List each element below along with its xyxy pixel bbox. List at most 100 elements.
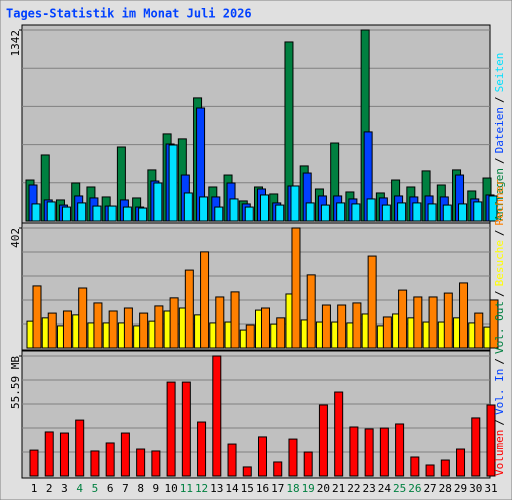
x-tick-label: 24 — [378, 482, 392, 495]
bar — [92, 205, 102, 222]
bar — [379, 427, 389, 477]
bar — [151, 450, 161, 477]
bar — [456, 448, 466, 477]
bar — [443, 292, 453, 349]
bar — [321, 304, 331, 349]
x-tick-label: 31 — [484, 482, 497, 495]
bar — [473, 201, 483, 222]
bar — [139, 312, 149, 349]
x-tick-label: 7 — [122, 482, 129, 495]
x-tick-label: 18 — [286, 482, 299, 495]
bar — [169, 297, 179, 349]
bar — [138, 207, 148, 222]
bar — [290, 185, 300, 222]
bar — [364, 428, 374, 477]
y-tick-label: 55.59 MB — [9, 356, 22, 409]
legend-separator: / — [493, 229, 506, 236]
x-tick-label: 23 — [363, 482, 376, 495]
bar — [352, 302, 362, 349]
x-tick-label: 12 — [195, 482, 208, 495]
bar — [108, 310, 118, 349]
bar — [120, 432, 130, 477]
x-tick-label: 17 — [271, 482, 284, 495]
bar — [397, 202, 407, 222]
bar — [184, 269, 194, 349]
x-tick-label: 21 — [332, 482, 345, 495]
bar — [336, 202, 346, 222]
x-tick-label: 20 — [317, 482, 330, 495]
x-tick-label: 22 — [347, 482, 360, 495]
bar — [261, 307, 270, 349]
legend-entry: Anfragen — [493, 168, 506, 221]
bar — [273, 461, 283, 477]
bar — [318, 404, 328, 477]
bar — [351, 203, 361, 222]
bar — [168, 144, 178, 222]
x-tick-label: 29 — [454, 482, 467, 495]
bar — [425, 464, 435, 477]
bar — [77, 202, 87, 222]
bar — [288, 438, 298, 477]
bar — [489, 299, 499, 349]
legend-separator: / — [493, 96, 506, 103]
x-tick-label: 9 — [153, 482, 160, 495]
bar — [382, 316, 392, 349]
bar — [136, 448, 146, 477]
legend-separator: / — [493, 419, 506, 426]
bar — [320, 204, 330, 222]
bar — [276, 317, 286, 349]
bar — [303, 451, 313, 477]
bar — [44, 431, 54, 477]
bar — [75, 419, 85, 477]
bar — [199, 196, 209, 222]
bar — [381, 204, 391, 222]
legend-separator: / — [493, 290, 506, 297]
bar — [427, 203, 437, 222]
x-tick-label: 5 — [92, 482, 99, 495]
bar — [183, 192, 193, 222]
legend-entry: Vol. In — [493, 369, 506, 415]
bar — [291, 227, 301, 349]
x-tick-label: 30 — [469, 482, 482, 495]
bar — [413, 296, 423, 349]
bar — [93, 302, 103, 349]
legend-entry: Besuche — [493, 240, 506, 286]
bar — [306, 274, 316, 349]
legend-entry: Seiten — [493, 53, 506, 93]
bar — [47, 312, 57, 349]
x-tick-label: 28 — [439, 482, 452, 495]
bar — [212, 355, 222, 477]
bar — [428, 296, 438, 349]
bar — [305, 202, 315, 222]
bar — [459, 282, 469, 349]
bar — [412, 202, 422, 222]
bar — [200, 251, 210, 349]
bar — [458, 203, 468, 222]
legend-entry: Vol. Out — [493, 301, 506, 354]
x-tick-label: 2 — [46, 482, 53, 495]
bar — [62, 310, 72, 349]
bar — [29, 449, 39, 477]
x-tick-label: 3 — [61, 482, 68, 495]
bar — [258, 436, 267, 477]
bar — [46, 201, 56, 222]
bar — [471, 417, 481, 477]
bar — [440, 459, 450, 477]
bar — [398, 289, 408, 349]
bar — [230, 291, 240, 349]
bar — [474, 312, 484, 349]
bar — [410, 456, 420, 477]
bar — [181, 381, 191, 477]
bar — [78, 287, 88, 349]
bar — [32, 285, 42, 349]
x-tick-label: 1 — [31, 482, 38, 495]
x-tick-label: 4 — [76, 482, 83, 495]
bar — [105, 442, 115, 477]
legend-entry: Dateien — [493, 107, 506, 153]
bar — [122, 206, 132, 222]
bar — [242, 466, 252, 477]
bar — [227, 443, 237, 477]
x-tick-label: 19 — [302, 482, 315, 495]
bar — [486, 404, 496, 477]
